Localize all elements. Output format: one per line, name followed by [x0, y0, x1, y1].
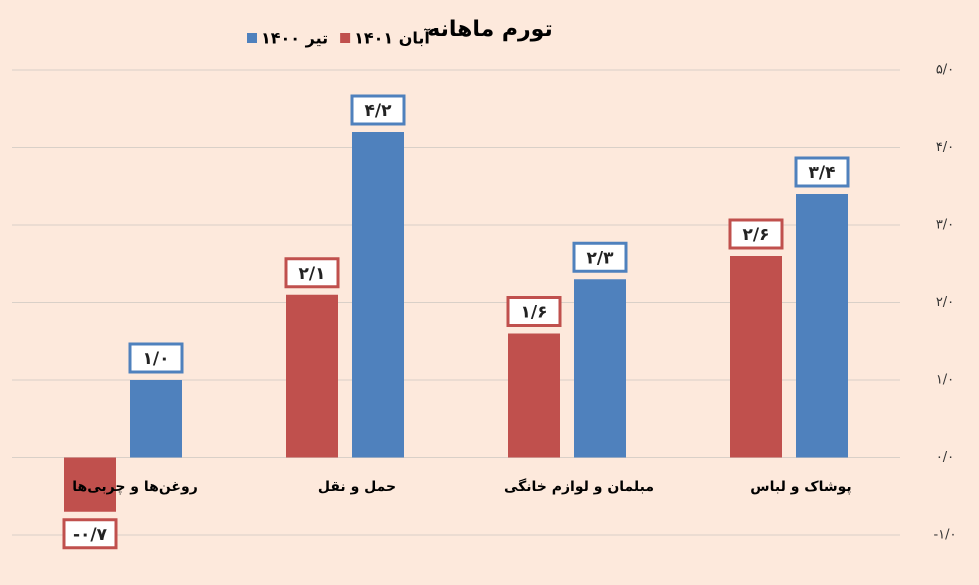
legend-label: تیر ۱۴۰۰ — [261, 29, 328, 48]
legend-swatch — [247, 33, 257, 43]
bar — [730, 256, 782, 458]
value-label: -۰/۷ — [73, 525, 108, 545]
y-tick-label: ۱/۰ — [936, 373, 954, 388]
y-tick-label: ۵/۰ — [936, 63, 954, 78]
value-label-box — [506, 296, 562, 327]
x-tick-label: مبلمان و لوازم خانگی — [504, 478, 654, 495]
bar — [796, 194, 848, 458]
value-label-box — [62, 518, 118, 550]
y-tick-label: ۲/۰ — [936, 295, 954, 310]
value-label-box — [350, 94, 406, 126]
legend-label: آبان ۱۴۰۱ — [354, 28, 430, 48]
y-tick-label: ۳/۰ — [936, 218, 954, 233]
x-tick-label: پوشاک و لباس — [750, 479, 851, 495]
x-tick-label: حمل و نقل — [318, 479, 396, 495]
value-label: ۲/۳ — [587, 248, 615, 268]
y-tick-label: -۱/۰ — [933, 528, 956, 543]
value-label: ۱/۶ — [521, 303, 548, 323]
bar — [286, 294, 338, 458]
bar — [352, 132, 404, 458]
value-label-box — [794, 156, 850, 188]
value-label: ۴/۲ — [365, 101, 393, 121]
y-tick-label: ۴/۰ — [936, 140, 954, 155]
legend-swatch — [340, 33, 351, 43]
bar — [130, 380, 182, 458]
value-label-box — [128, 342, 184, 374]
value-label: ۱/۰ — [143, 349, 170, 369]
chart-title: تورم ماهانه — [427, 17, 553, 42]
value-label: ۲/۱ — [299, 264, 326, 284]
value-label-box — [572, 241, 628, 273]
value-label: ۳/۴ — [809, 163, 836, 183]
value-label: ۲/۶ — [743, 225, 770, 245]
bar — [508, 333, 560, 458]
x-tick-label: روغن‌ها و چربی‌ها — [72, 479, 198, 495]
bar — [64, 457, 116, 512]
value-label-box — [284, 257, 340, 289]
y-tick-label: ۰/۰ — [936, 450, 954, 465]
value-label-box — [728, 218, 784, 250]
bar — [574, 279, 626, 458]
